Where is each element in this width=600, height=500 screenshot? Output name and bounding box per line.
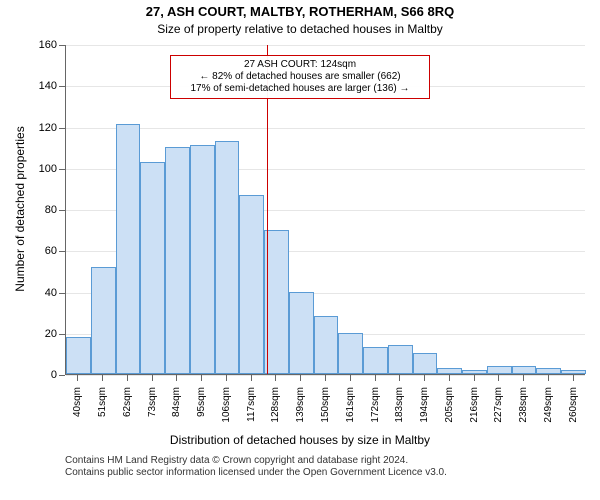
x-tick-label: 40sqm bbox=[71, 387, 83, 437]
histogram-bar bbox=[140, 162, 165, 374]
x-tick bbox=[275, 375, 276, 381]
histogram-bar bbox=[215, 141, 240, 374]
y-tick bbox=[59, 86, 65, 87]
histogram-bar bbox=[190, 145, 215, 374]
y-tick bbox=[59, 293, 65, 294]
y-tick-label: 160 bbox=[0, 38, 57, 52]
histogram-bar bbox=[512, 366, 537, 374]
x-tick-label: 161sqm bbox=[344, 387, 356, 437]
annotation-box: 27 ASH COURT: 124sqm← 82% of detached ho… bbox=[170, 55, 430, 99]
x-tick bbox=[523, 375, 524, 381]
y-tick bbox=[59, 251, 65, 252]
histogram-bar bbox=[116, 124, 141, 374]
histogram-bar bbox=[289, 292, 314, 375]
x-tick bbox=[226, 375, 227, 381]
histogram-bar bbox=[66, 337, 91, 374]
x-tick-label: 194sqm bbox=[418, 387, 430, 437]
histogram-bar bbox=[239, 195, 264, 374]
y-tick-label: 100 bbox=[0, 162, 57, 176]
x-tick-label: 51sqm bbox=[96, 387, 108, 437]
footer-line-1: Contains HM Land Registry data © Crown c… bbox=[65, 455, 447, 467]
x-tick-label: 249sqm bbox=[542, 387, 554, 437]
x-tick-label: 84sqm bbox=[170, 387, 182, 437]
y-tick-label: 140 bbox=[0, 79, 57, 93]
x-tick bbox=[449, 375, 450, 381]
y-tick-label: 120 bbox=[0, 121, 57, 135]
y-tick bbox=[59, 128, 65, 129]
y-tick bbox=[59, 334, 65, 335]
x-tick bbox=[350, 375, 351, 381]
x-tick-label: 117sqm bbox=[245, 387, 257, 437]
histogram-bar bbox=[462, 370, 487, 374]
x-tick-label: 150sqm bbox=[319, 387, 331, 437]
histogram-bar bbox=[388, 345, 413, 374]
x-tick bbox=[127, 375, 128, 381]
x-tick bbox=[498, 375, 499, 381]
x-tick-label: 205sqm bbox=[443, 387, 455, 437]
y-tick-label: 0 bbox=[0, 368, 57, 382]
x-tick bbox=[102, 375, 103, 381]
gridline bbox=[66, 128, 585, 129]
x-tick bbox=[77, 375, 78, 381]
y-tick-label: 80 bbox=[0, 203, 57, 217]
histogram-bar bbox=[561, 370, 586, 374]
x-tick-label: 183sqm bbox=[393, 387, 405, 437]
x-tick-label: 260sqm bbox=[567, 387, 579, 437]
chart-subtitle: Size of property relative to detached ho… bbox=[0, 22, 600, 36]
x-tick-label: 95sqm bbox=[195, 387, 207, 437]
x-axis-label: Distribution of detached houses by size … bbox=[0, 433, 600, 447]
annotation-line-2: ← 82% of detached houses are smaller (66… bbox=[177, 71, 423, 83]
histogram-bar bbox=[413, 353, 438, 374]
y-tick bbox=[59, 169, 65, 170]
histogram-plot: 27 ASH COURT: 124sqm← 82% of detached ho… bbox=[65, 45, 585, 375]
x-tick bbox=[474, 375, 475, 381]
y-tick-label: 40 bbox=[0, 286, 57, 300]
x-tick bbox=[300, 375, 301, 381]
page-title: 27, ASH COURT, MALTBY, ROTHERHAM, S66 8R… bbox=[0, 4, 600, 19]
gridline bbox=[66, 45, 585, 46]
x-tick-label: 172sqm bbox=[369, 387, 381, 437]
x-tick bbox=[399, 375, 400, 381]
x-tick-label: 62sqm bbox=[121, 387, 133, 437]
x-tick bbox=[548, 375, 549, 381]
x-tick-label: 128sqm bbox=[269, 387, 281, 437]
x-tick bbox=[251, 375, 252, 381]
histogram-bar bbox=[165, 147, 190, 374]
x-tick-label: 238sqm bbox=[517, 387, 529, 437]
x-tick-label: 216sqm bbox=[468, 387, 480, 437]
x-tick bbox=[176, 375, 177, 381]
histogram-bar bbox=[437, 368, 462, 374]
annotation-line-3: 17% of semi-detached houses are larger (… bbox=[177, 83, 423, 95]
x-tick-label: 106sqm bbox=[220, 387, 232, 437]
y-tick bbox=[59, 210, 65, 211]
histogram-bar bbox=[314, 316, 339, 374]
histogram-bar bbox=[338, 333, 363, 374]
x-tick bbox=[424, 375, 425, 381]
y-tick bbox=[59, 375, 65, 376]
footer-line-2: Contains public sector information licen… bbox=[65, 467, 447, 479]
annotation-line-1: 27 ASH COURT: 124sqm bbox=[177, 59, 423, 71]
y-tick-label: 20 bbox=[0, 327, 57, 341]
y-axis-label: Number of detached properties bbox=[13, 59, 27, 359]
x-tick-label: 73sqm bbox=[146, 387, 158, 437]
x-tick bbox=[152, 375, 153, 381]
histogram-bar bbox=[363, 347, 388, 374]
histogram-bar bbox=[536, 368, 561, 374]
x-tick bbox=[201, 375, 202, 381]
histogram-bar bbox=[91, 267, 116, 374]
y-tick bbox=[59, 45, 65, 46]
x-tick-label: 139sqm bbox=[294, 387, 306, 437]
histogram-bar bbox=[487, 366, 512, 374]
x-tick bbox=[375, 375, 376, 381]
x-tick bbox=[325, 375, 326, 381]
x-tick bbox=[573, 375, 574, 381]
y-tick-label: 60 bbox=[0, 244, 57, 258]
footer-attribution: Contains HM Land Registry data © Crown c… bbox=[65, 455, 447, 479]
x-tick-label: 227sqm bbox=[492, 387, 504, 437]
